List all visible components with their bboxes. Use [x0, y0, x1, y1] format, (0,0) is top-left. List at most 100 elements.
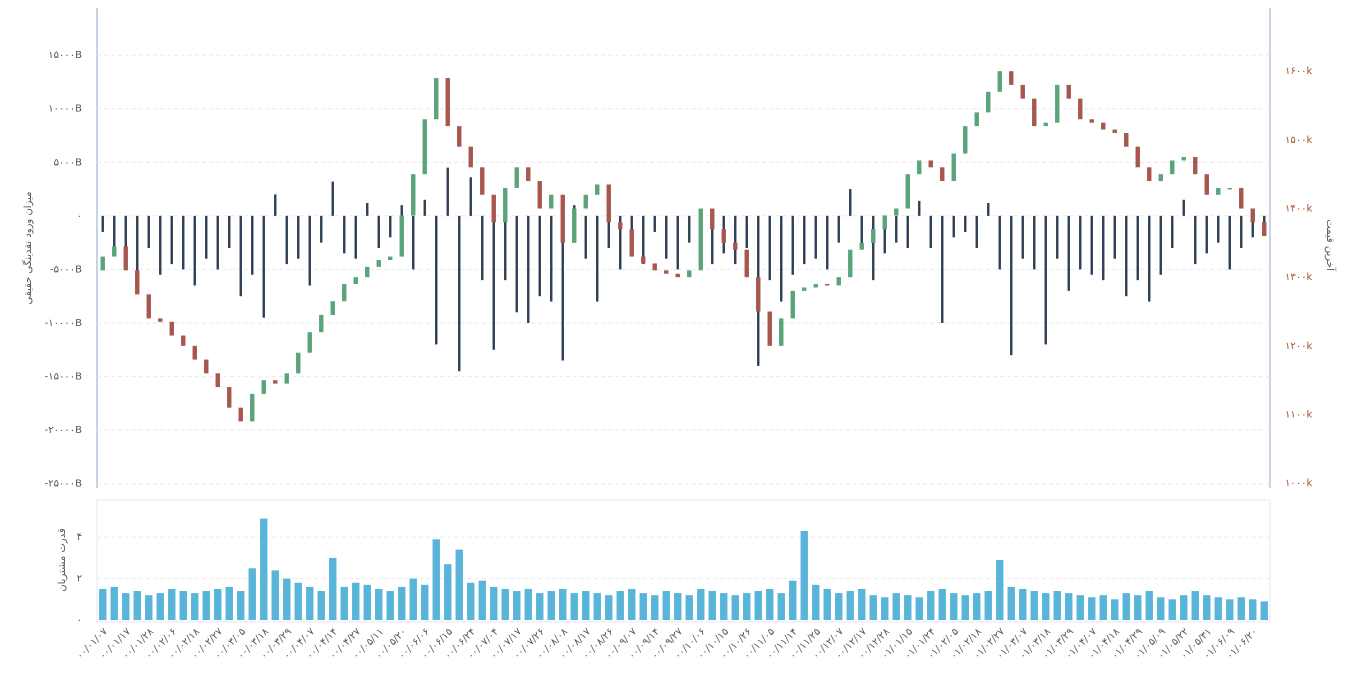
flow-bar: [734, 215, 737, 265]
buyer-power-bar: [915, 597, 923, 620]
flow-bar: [883, 215, 886, 254]
y2-tick-label: ۱۴۰۰k: [1285, 204, 1312, 215]
flow-bar: [124, 215, 127, 259]
flow-bar: [423, 199, 426, 216]
candle: [181, 335, 186, 346]
candle: [1066, 84, 1071, 99]
buyer-power-bar: [812, 584, 820, 620]
y-tick-label: -۱۵۰۰۰B: [45, 372, 82, 383]
buyer-power-bar: [674, 593, 682, 620]
buyer-power-bar: [1145, 591, 1153, 620]
buyer-power-bar: [1076, 595, 1084, 620]
candle: [687, 270, 692, 278]
flow-bar: [331, 181, 334, 216]
buyer-power-bar: [536, 593, 544, 620]
candle: [330, 301, 335, 315]
flow-bar: [228, 215, 231, 248]
flow-bar: [676, 215, 679, 270]
candle: [169, 321, 174, 336]
buyer-power-bar: [513, 591, 521, 620]
y-tick-label: ۲: [77, 574, 82, 585]
flow-bar: [481, 215, 484, 281]
buyer-power-bar: [720, 593, 728, 620]
candle: [146, 294, 151, 319]
candle: [422, 119, 427, 175]
flow-bar: [998, 215, 1001, 270]
flow-bar: [895, 215, 898, 243]
flow-bar: [860, 215, 863, 248]
candle: [1250, 208, 1255, 223]
flow-bar: [262, 215, 265, 318]
flow-bar: [285, 215, 288, 265]
buyer-power-bar: [789, 580, 797, 620]
buyer-power-bar: [1260, 601, 1268, 620]
y-tick-label: -۵۰۰۰B: [50, 264, 82, 275]
flow-bar: [366, 203, 369, 216]
candle: [376, 260, 381, 267]
flow-bar: [1148, 215, 1151, 302]
flow-bar: [653, 215, 656, 232]
lower-panel: [96, 499, 1271, 623]
candle: [767, 311, 772, 346]
flow-bar: [596, 215, 599, 302]
candle: [664, 270, 669, 274]
y-tick-label: ۰: [77, 211, 82, 222]
buyer-power-bar: [651, 595, 659, 620]
flow-bar: [768, 215, 771, 281]
flow-bar: [527, 215, 530, 323]
candle: [790, 290, 795, 319]
flow-bar: [584, 215, 587, 259]
candle: [951, 153, 956, 182]
flow-bar: [872, 215, 875, 281]
flow-bar: [400, 205, 403, 216]
flow-bar: [504, 215, 507, 281]
flow-bar: [619, 215, 622, 270]
buyer-power-bar: [398, 586, 406, 620]
flow-bar: [1010, 215, 1013, 356]
buyer-power-bar: [777, 593, 785, 620]
buyer-power-bar: [984, 591, 992, 620]
buyer-power-bar: [1019, 588, 1027, 620]
candle: [1055, 84, 1060, 123]
candle: [365, 266, 370, 278]
flow-bar: [239, 215, 242, 297]
buyer-power-bar: [996, 560, 1004, 620]
candle: [1101, 122, 1106, 130]
buyer-power-bar: [938, 588, 946, 620]
candle: [526, 167, 531, 182]
candle: [353, 277, 358, 285]
buyer-power-bar: [501, 588, 509, 620]
candle: [319, 314, 324, 333]
candle: [882, 215, 887, 230]
buyer-power-bar: [731, 595, 739, 620]
candle: [1170, 160, 1175, 175]
flow-bar: [814, 215, 817, 259]
flow-bar: [964, 215, 967, 232]
candle: [445, 78, 450, 127]
candle: [273, 380, 278, 384]
y-tick-label: ۱۵۰۰۰B: [48, 50, 82, 61]
buyer-power-bar: [1226, 599, 1234, 620]
buyer-power-bar: [743, 593, 751, 620]
candle: [480, 167, 485, 195]
candle: [1204, 174, 1209, 195]
buyer-power-bar: [202, 591, 210, 620]
buyer-power-bar: [582, 591, 590, 620]
flow-bar: [297, 215, 300, 259]
candle: [802, 287, 807, 291]
flow-bar: [216, 215, 219, 270]
candle: [250, 393, 255, 422]
buyer-power-bar: [800, 531, 808, 620]
buyer-power-bar: [191, 593, 199, 620]
buyer-power-bar: [110, 586, 118, 620]
candle: [1262, 222, 1267, 236]
flow-bar: [435, 215, 438, 345]
y-tick-label: ۱۰۰۰۰B: [48, 104, 82, 115]
candle: [284, 373, 289, 384]
y2-tick-label: ۱۳۰۰k: [1285, 272, 1312, 283]
candle: [468, 146, 473, 168]
buyer-power-bar: [156, 593, 164, 620]
flow-bar: [1067, 215, 1070, 291]
buyer-power-bar: [467, 582, 475, 620]
buyer-power-bar: [99, 588, 107, 620]
